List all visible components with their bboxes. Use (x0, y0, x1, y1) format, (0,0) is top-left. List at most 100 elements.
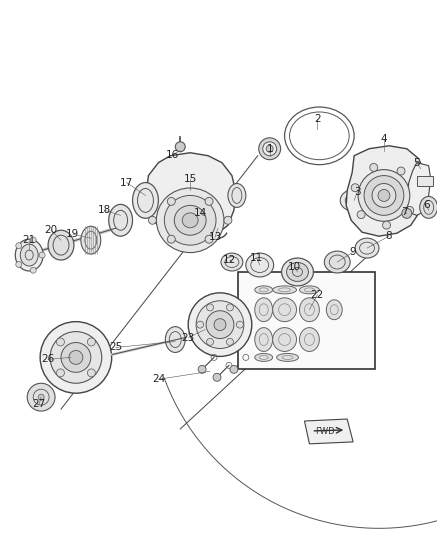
Text: 19: 19 (66, 229, 80, 239)
Circle shape (61, 343, 91, 373)
Circle shape (226, 304, 233, 311)
Text: 1: 1 (266, 144, 273, 154)
Circle shape (207, 338, 214, 345)
Circle shape (30, 267, 36, 273)
Polygon shape (146, 153, 236, 240)
Text: 11: 11 (250, 253, 263, 263)
Ellipse shape (165, 327, 185, 352)
Ellipse shape (133, 182, 159, 219)
Circle shape (69, 351, 83, 365)
Text: 22: 22 (311, 290, 324, 300)
Circle shape (148, 216, 156, 224)
Circle shape (206, 311, 234, 338)
Text: 15: 15 (184, 174, 197, 183)
Text: 25: 25 (109, 343, 122, 352)
Circle shape (382, 221, 391, 229)
Ellipse shape (266, 146, 273, 152)
Text: 4: 4 (381, 134, 387, 144)
Circle shape (16, 243, 22, 249)
Text: 7: 7 (402, 207, 408, 217)
Text: 2: 2 (314, 114, 321, 124)
Circle shape (224, 216, 232, 224)
Ellipse shape (156, 188, 224, 253)
Ellipse shape (364, 175, 404, 215)
Ellipse shape (273, 298, 297, 321)
Ellipse shape (255, 353, 273, 361)
Circle shape (198, 365, 206, 373)
Circle shape (30, 237, 36, 243)
Ellipse shape (420, 197, 438, 219)
Ellipse shape (221, 253, 243, 271)
Ellipse shape (15, 239, 43, 271)
Ellipse shape (81, 226, 101, 254)
Text: 26: 26 (42, 354, 55, 365)
Ellipse shape (340, 190, 368, 212)
Circle shape (88, 338, 95, 346)
Ellipse shape (255, 298, 273, 321)
Ellipse shape (277, 353, 298, 361)
Circle shape (197, 321, 204, 328)
Ellipse shape (255, 328, 273, 351)
Ellipse shape (282, 258, 314, 286)
Circle shape (39, 252, 45, 258)
Circle shape (406, 206, 414, 214)
Ellipse shape (355, 238, 379, 258)
Circle shape (27, 383, 55, 411)
Circle shape (175, 142, 185, 152)
Polygon shape (407, 163, 431, 215)
Text: 27: 27 (32, 399, 46, 409)
Text: 18: 18 (98, 205, 111, 215)
Ellipse shape (324, 251, 350, 273)
Text: 9: 9 (350, 247, 357, 257)
Ellipse shape (300, 286, 319, 294)
Ellipse shape (164, 196, 216, 245)
Text: 10: 10 (288, 262, 301, 272)
Text: 8: 8 (385, 231, 392, 241)
Ellipse shape (273, 286, 297, 294)
Circle shape (196, 301, 244, 349)
Ellipse shape (109, 204, 133, 236)
Text: 6: 6 (424, 200, 430, 211)
Circle shape (40, 321, 112, 393)
Text: 21: 21 (23, 235, 36, 245)
Text: 13: 13 (208, 232, 222, 242)
Ellipse shape (286, 263, 308, 281)
Ellipse shape (48, 230, 74, 260)
Ellipse shape (194, 204, 212, 226)
Text: 16: 16 (166, 150, 179, 160)
Ellipse shape (255, 286, 273, 294)
Ellipse shape (300, 328, 319, 351)
Circle shape (214, 319, 226, 330)
Polygon shape (238, 272, 375, 369)
Ellipse shape (174, 205, 206, 235)
Ellipse shape (20, 244, 38, 266)
Circle shape (213, 373, 221, 381)
Circle shape (402, 208, 412, 219)
Ellipse shape (263, 142, 277, 156)
Ellipse shape (246, 253, 274, 277)
Ellipse shape (358, 169, 410, 221)
Circle shape (167, 197, 175, 205)
Circle shape (167, 235, 175, 243)
Text: 17: 17 (120, 177, 133, 188)
Ellipse shape (372, 183, 396, 207)
Circle shape (237, 321, 244, 328)
Ellipse shape (378, 190, 390, 201)
Circle shape (50, 332, 102, 383)
Circle shape (16, 262, 22, 268)
Circle shape (370, 164, 378, 172)
Polygon shape (346, 146, 425, 236)
Circle shape (188, 293, 252, 357)
Ellipse shape (273, 328, 297, 351)
Circle shape (205, 197, 213, 205)
Text: 24: 24 (152, 374, 165, 384)
Circle shape (88, 369, 95, 377)
Text: FWD: FWD (315, 427, 335, 437)
Polygon shape (304, 419, 353, 444)
Circle shape (230, 365, 238, 373)
Ellipse shape (182, 213, 198, 228)
Circle shape (205, 235, 213, 243)
Circle shape (226, 338, 233, 345)
Bar (417, 175, 433, 185)
Text: 5: 5 (413, 158, 420, 168)
